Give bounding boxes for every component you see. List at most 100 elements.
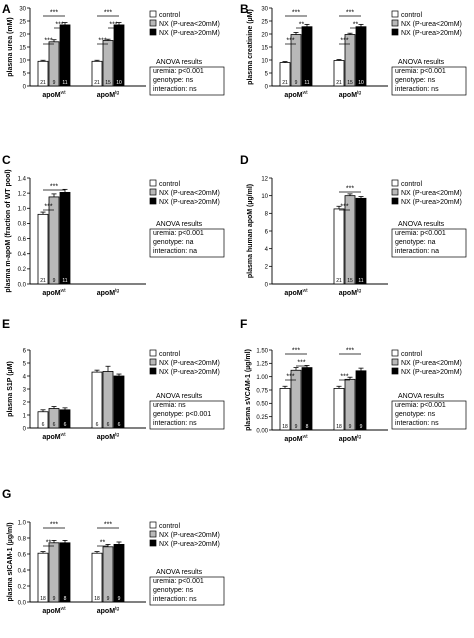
y-tick-label: 1.50 — [256, 348, 268, 354]
x-group-label-main: apoM — [339, 290, 357, 297]
x-group-label-sup: wt — [61, 288, 67, 294]
bar — [301, 26, 313, 87]
significance-label: *** — [286, 374, 294, 381]
n-label: 9 — [360, 424, 363, 430]
panel-c: C 0.0 0.2 0.4 0.6 0.8 1.0 1.2 1.4 plasma m-apoM (… — [2, 153, 225, 297]
x-group-label-main: apoM — [339, 436, 357, 443]
significance-label: *** — [104, 522, 112, 529]
y-tick-label: 10 — [19, 58, 26, 64]
significance-label: *** — [340, 204, 348, 211]
anova-line: uremia: p<0.001 — [395, 68, 446, 75]
y-tick-label: 1 — [23, 413, 27, 419]
y-tick-label: 4 — [23, 374, 27, 380]
legend-label: NX (P-urea>20mM) — [159, 369, 220, 376]
significance-label: *** — [340, 38, 348, 45]
n-label: 11 — [62, 80, 67, 86]
legend-label: NX (P-urea>20mM) — [159, 199, 220, 206]
x-group-label-sup: tg — [115, 288, 119, 294]
panel-f: F 0.00 0.25 0.50 0.75 1.00 1.25 1.50 plasma sVCA… — [240, 317, 467, 443]
y-tick-label: 10 — [261, 58, 268, 64]
x-group-label-main: apoM — [97, 290, 115, 297]
y-tick-label: 8 — [265, 212, 269, 218]
bar — [37, 552, 49, 603]
anova-line: genotype: ns — [153, 587, 194, 594]
x-group-label: apoMwt — [42, 288, 66, 297]
bar — [59, 24, 71, 87]
n-label: 6 — [64, 422, 67, 428]
legend-swatch — [149, 19, 157, 27]
anova-box — [149, 66, 225, 96]
y-axis-label: plasma sICAM-1 (µg/ml) — [7, 522, 14, 601]
significance-label: *** — [50, 184, 58, 191]
legend-swatch — [391, 28, 399, 36]
anova-box — [391, 228, 467, 258]
significance-label: *** — [44, 204, 52, 211]
legend-swatch — [391, 179, 399, 187]
n-label: 21 — [282, 80, 288, 86]
x-group-label-main: apoM — [284, 436, 302, 443]
x-group-label: apoMtg — [97, 606, 120, 615]
anova-line: interaction: na — [395, 248, 439, 255]
significance-label: ** — [46, 540, 52, 547]
n-label: 21 — [336, 278, 342, 284]
anova-title: ANOVA results — [156, 221, 203, 228]
y-axis-label: plasma S1P (µM) — [7, 361, 14, 417]
panel-letter: G — [2, 487, 11, 501]
legend-swatch — [391, 19, 399, 27]
n-label: 18 — [40, 596, 46, 602]
y-tick-label: 30 — [261, 6, 268, 12]
significance-label: *** — [50, 10, 58, 17]
x-group-label-sup: tg — [357, 434, 361, 440]
significance-label: *** — [286, 38, 294, 45]
legend-label: control — [159, 523, 180, 530]
legend-label: control — [159, 181, 180, 188]
y-axis-label: plasma sVCAM-1 (µg/ml) — [245, 349, 252, 431]
legend-label: control — [401, 12, 422, 19]
legend-label: NX (P-urea<20mM) — [159, 21, 220, 28]
y-tick-label: 0 — [265, 282, 269, 288]
x-group-label: apoMwt — [284, 434, 308, 443]
y-tick-label: 0.4 — [18, 252, 27, 258]
legend-swatch — [149, 197, 157, 205]
x-group-label: apoMwt — [284, 288, 308, 297]
legend-swatch — [391, 10, 399, 18]
significance-label: *** — [297, 360, 305, 367]
anova-line: interaction: ns — [153, 86, 197, 93]
legend-label: NX (P-urea<20mM) — [159, 190, 220, 197]
x-group-label-sup: tg — [357, 90, 361, 96]
legend-swatch — [391, 197, 399, 205]
bar — [301, 367, 313, 431]
y-tick-label: 0.6 — [18, 552, 27, 558]
n-label: 8 — [306, 424, 309, 430]
y-tick-label: 1.25 — [256, 362, 268, 368]
legend-swatch — [391, 349, 399, 357]
significance-label: *** — [55, 22, 63, 29]
y-tick-label: 12 — [261, 176, 268, 182]
y-tick-label: 0.2 — [18, 584, 27, 590]
x-group-label-main: apoM — [42, 92, 60, 99]
bar — [355, 26, 367, 87]
significance-label: *** — [50, 522, 58, 529]
anova-line: uremia: ns — [153, 402, 186, 409]
y-tick-label: 1.4 — [18, 176, 27, 182]
y-tick-label: 1.0 — [18, 207, 27, 213]
anova-line: genotype: ns — [153, 77, 194, 84]
legend-label: control — [159, 351, 180, 358]
y-tick-label: 3 — [23, 387, 27, 393]
n-label: 6 — [53, 422, 56, 428]
x-group-label-main: apoM — [339, 92, 357, 99]
x-group-label-main: apoM — [284, 92, 302, 99]
legend-label: NX (P-urea<20mM) — [401, 190, 462, 197]
y-tick-label: 0.50 — [256, 402, 268, 408]
anova-line: uremia: p<0.001 — [153, 68, 204, 75]
x-group-label-sup: tg — [115, 432, 119, 438]
y-tick-label: 0 — [265, 84, 269, 90]
significance-label: *** — [292, 348, 300, 355]
significance-label: *** — [346, 348, 354, 355]
y-tick-label: 0 — [23, 84, 27, 90]
anova-line: genotype: p<0.001 — [153, 411, 211, 418]
legend-label: NX (P-urea>20mM) — [159, 30, 220, 37]
panel-letter: A — [2, 2, 11, 16]
bar — [355, 370, 367, 431]
